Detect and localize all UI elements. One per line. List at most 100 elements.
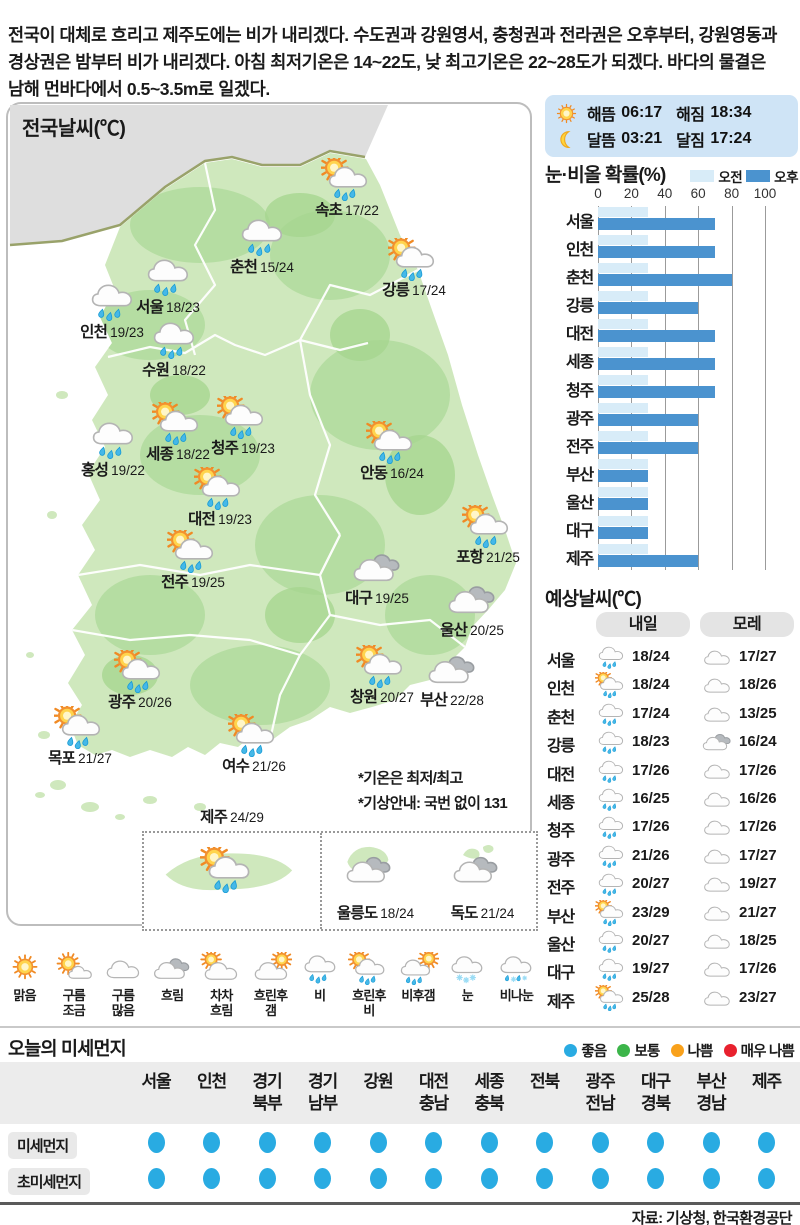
legend-item: 비 xyxy=(295,952,344,1018)
city-창원: 창원 20/27 xyxy=(322,645,442,707)
sun-rain-icon xyxy=(347,948,385,986)
pm-bar xyxy=(598,273,732,286)
city-label: 홍성 19/22 xyxy=(81,462,145,479)
expected-city: 광주 xyxy=(547,851,575,869)
chart-row-강릉: 강릉 xyxy=(545,288,800,316)
chart-row-대구: 대구 xyxy=(545,513,800,541)
city-청주: 청주 19/23 xyxy=(183,396,303,458)
rain-icon xyxy=(241,219,283,256)
dust-dot xyxy=(591,1168,609,1189)
day-after-temp: 23/27 xyxy=(739,988,777,1006)
expected-city: 대전 xyxy=(547,766,575,784)
sun-rain-icon xyxy=(167,530,214,573)
chart-row-인천: 인천 xyxy=(545,232,800,260)
gridline xyxy=(731,206,733,570)
legend-item: 흐림 xyxy=(148,952,197,1018)
rain-icon xyxy=(598,959,624,982)
tomorrow-temp: 20/27 xyxy=(632,932,670,949)
expected-row-대구: 대구 19/27 17/26 xyxy=(545,955,800,983)
chart-row-광주: 광주 xyxy=(545,401,800,429)
tomorrow-temp: 25/28 xyxy=(632,988,670,1006)
dust-col-10: 부산 경남 xyxy=(696,1072,727,1113)
legend-item-label: 흐린후 비 xyxy=(352,988,386,1018)
dust-dot xyxy=(758,1168,775,1189)
astro-time: 18:34 xyxy=(710,104,752,121)
expected-row-청주: 청주 17/26 17/26 xyxy=(545,813,800,841)
rain-icon xyxy=(598,930,624,953)
chart-row-label: 청주 xyxy=(565,382,594,400)
expected-weather-title: 예상날씨(℃) xyxy=(545,589,642,610)
footnote: *기온은 최저/최고 xyxy=(358,770,463,787)
precip-chart-legend: 오전 오후 xyxy=(690,166,798,186)
inset-label: 독도 21/24 xyxy=(450,905,515,922)
expected-row-울산: 울산 20/27 18/25 xyxy=(545,927,800,955)
pm-bar xyxy=(598,217,715,230)
expected-city: 대구 xyxy=(547,965,575,983)
dust-column-headers: 서울 인천 경기 북부 경기 남부 강원 대전 충남 세종 충북 전북 광주 전남 대구 경북 부산… xyxy=(0,1062,800,1124)
dust-col-3: 경기 남부 xyxy=(308,1072,338,1113)
dust-col-2: 경기 북부 xyxy=(252,1072,283,1113)
inset-label: 울릉도 18/24 xyxy=(336,905,415,922)
am-bar xyxy=(598,206,649,217)
dust-level-dot xyxy=(723,1044,737,1057)
day-after-temp: 17/26 xyxy=(739,960,777,978)
sun-rain-icon xyxy=(594,896,624,926)
expected-row-서울: 서울 18/24 17/27 xyxy=(545,643,800,671)
dust-legend-item: 좋음 xyxy=(564,1040,607,1061)
dust-dot xyxy=(369,1168,387,1189)
dust-level-legend: 좋음 보통 나쁨 매우 나쁨 xyxy=(564,1040,795,1061)
dust-col-1: 인천 xyxy=(197,1072,227,1091)
precip-chart-axis: 0 20 40 60 80 100 xyxy=(545,186,800,202)
legend-label: 오후 xyxy=(774,170,798,185)
pm-bar xyxy=(598,301,699,314)
dust-col-6: 세종 충북 xyxy=(474,1072,505,1113)
am-bar xyxy=(598,515,649,526)
axis-tick: 60 xyxy=(690,186,706,201)
sun-rain-icon xyxy=(228,714,275,757)
legend-item-label: 구름 조금 xyxy=(62,988,86,1018)
chart-row-label: 제주 xyxy=(565,551,594,569)
dust-dot xyxy=(147,1168,165,1189)
city-label: 창원 20/27 xyxy=(350,689,414,706)
pm-bar xyxy=(598,414,699,427)
day-after-temp: 17/27 xyxy=(739,846,777,864)
city-label: 포항 21/25 xyxy=(456,549,520,566)
rain-icon xyxy=(147,259,189,296)
city-label: 대구 19/25 xyxy=(345,590,409,607)
am-bar xyxy=(598,487,649,498)
dust-level-dot xyxy=(617,1044,631,1057)
expected-row-세종: 세종 16/25 16/26 xyxy=(545,785,800,813)
rain-snow-icon xyxy=(500,956,532,983)
tomorrow-temp: 16/25 xyxy=(632,790,670,807)
dust-row-label: 미세먼지 xyxy=(8,1132,78,1159)
legend-item: 구름 많음 xyxy=(98,952,147,1018)
day-after-temp: 19/27 xyxy=(739,875,777,893)
city-춘천: 춘천 15/24 xyxy=(202,215,322,277)
legend-item-label: 흐린후 갬 xyxy=(253,988,288,1018)
cloud-gray-icon xyxy=(453,856,498,883)
chart-row-label: 울산 xyxy=(565,494,594,512)
dust-col-8: 광주 전남 xyxy=(585,1072,616,1113)
astro-time: 06:17 xyxy=(621,104,663,121)
tomorrow-temp: 18/23 xyxy=(632,733,670,751)
cloud-icon xyxy=(704,991,730,1006)
chart-row-label: 춘천 xyxy=(565,270,594,288)
islands-inset: 제주 24/29 울릉도 18/24 독도 21/24 xyxy=(142,809,538,931)
tomorrow-temp: 17/26 xyxy=(632,818,670,836)
city-label: 서울 18/23 xyxy=(136,299,200,316)
tomorrow-temp: 21/26 xyxy=(632,846,670,864)
dust-dot xyxy=(647,1168,664,1189)
tomorrow-temp: 19/27 xyxy=(632,960,670,978)
legend-item: 구름 조금 xyxy=(49,951,98,1018)
precip-chart-plot: 서울 인천 춘천 강릉 대전 세종 청주 광주 전주 부산 xyxy=(545,204,800,572)
dust-dot xyxy=(758,1132,775,1153)
city-서울: 서울 18/23 xyxy=(108,255,228,317)
day-after-temp: 18/25 xyxy=(739,932,777,949)
city-label: 부산 22/28 xyxy=(420,692,484,709)
dust-dot xyxy=(314,1168,331,1189)
dust-col-11: 제주 xyxy=(752,1072,782,1091)
pm-bar xyxy=(598,357,715,370)
rain-icon xyxy=(598,873,624,896)
sun-rain-icon xyxy=(388,238,435,281)
legend-item-label: 차차 흐림 xyxy=(210,988,233,1018)
